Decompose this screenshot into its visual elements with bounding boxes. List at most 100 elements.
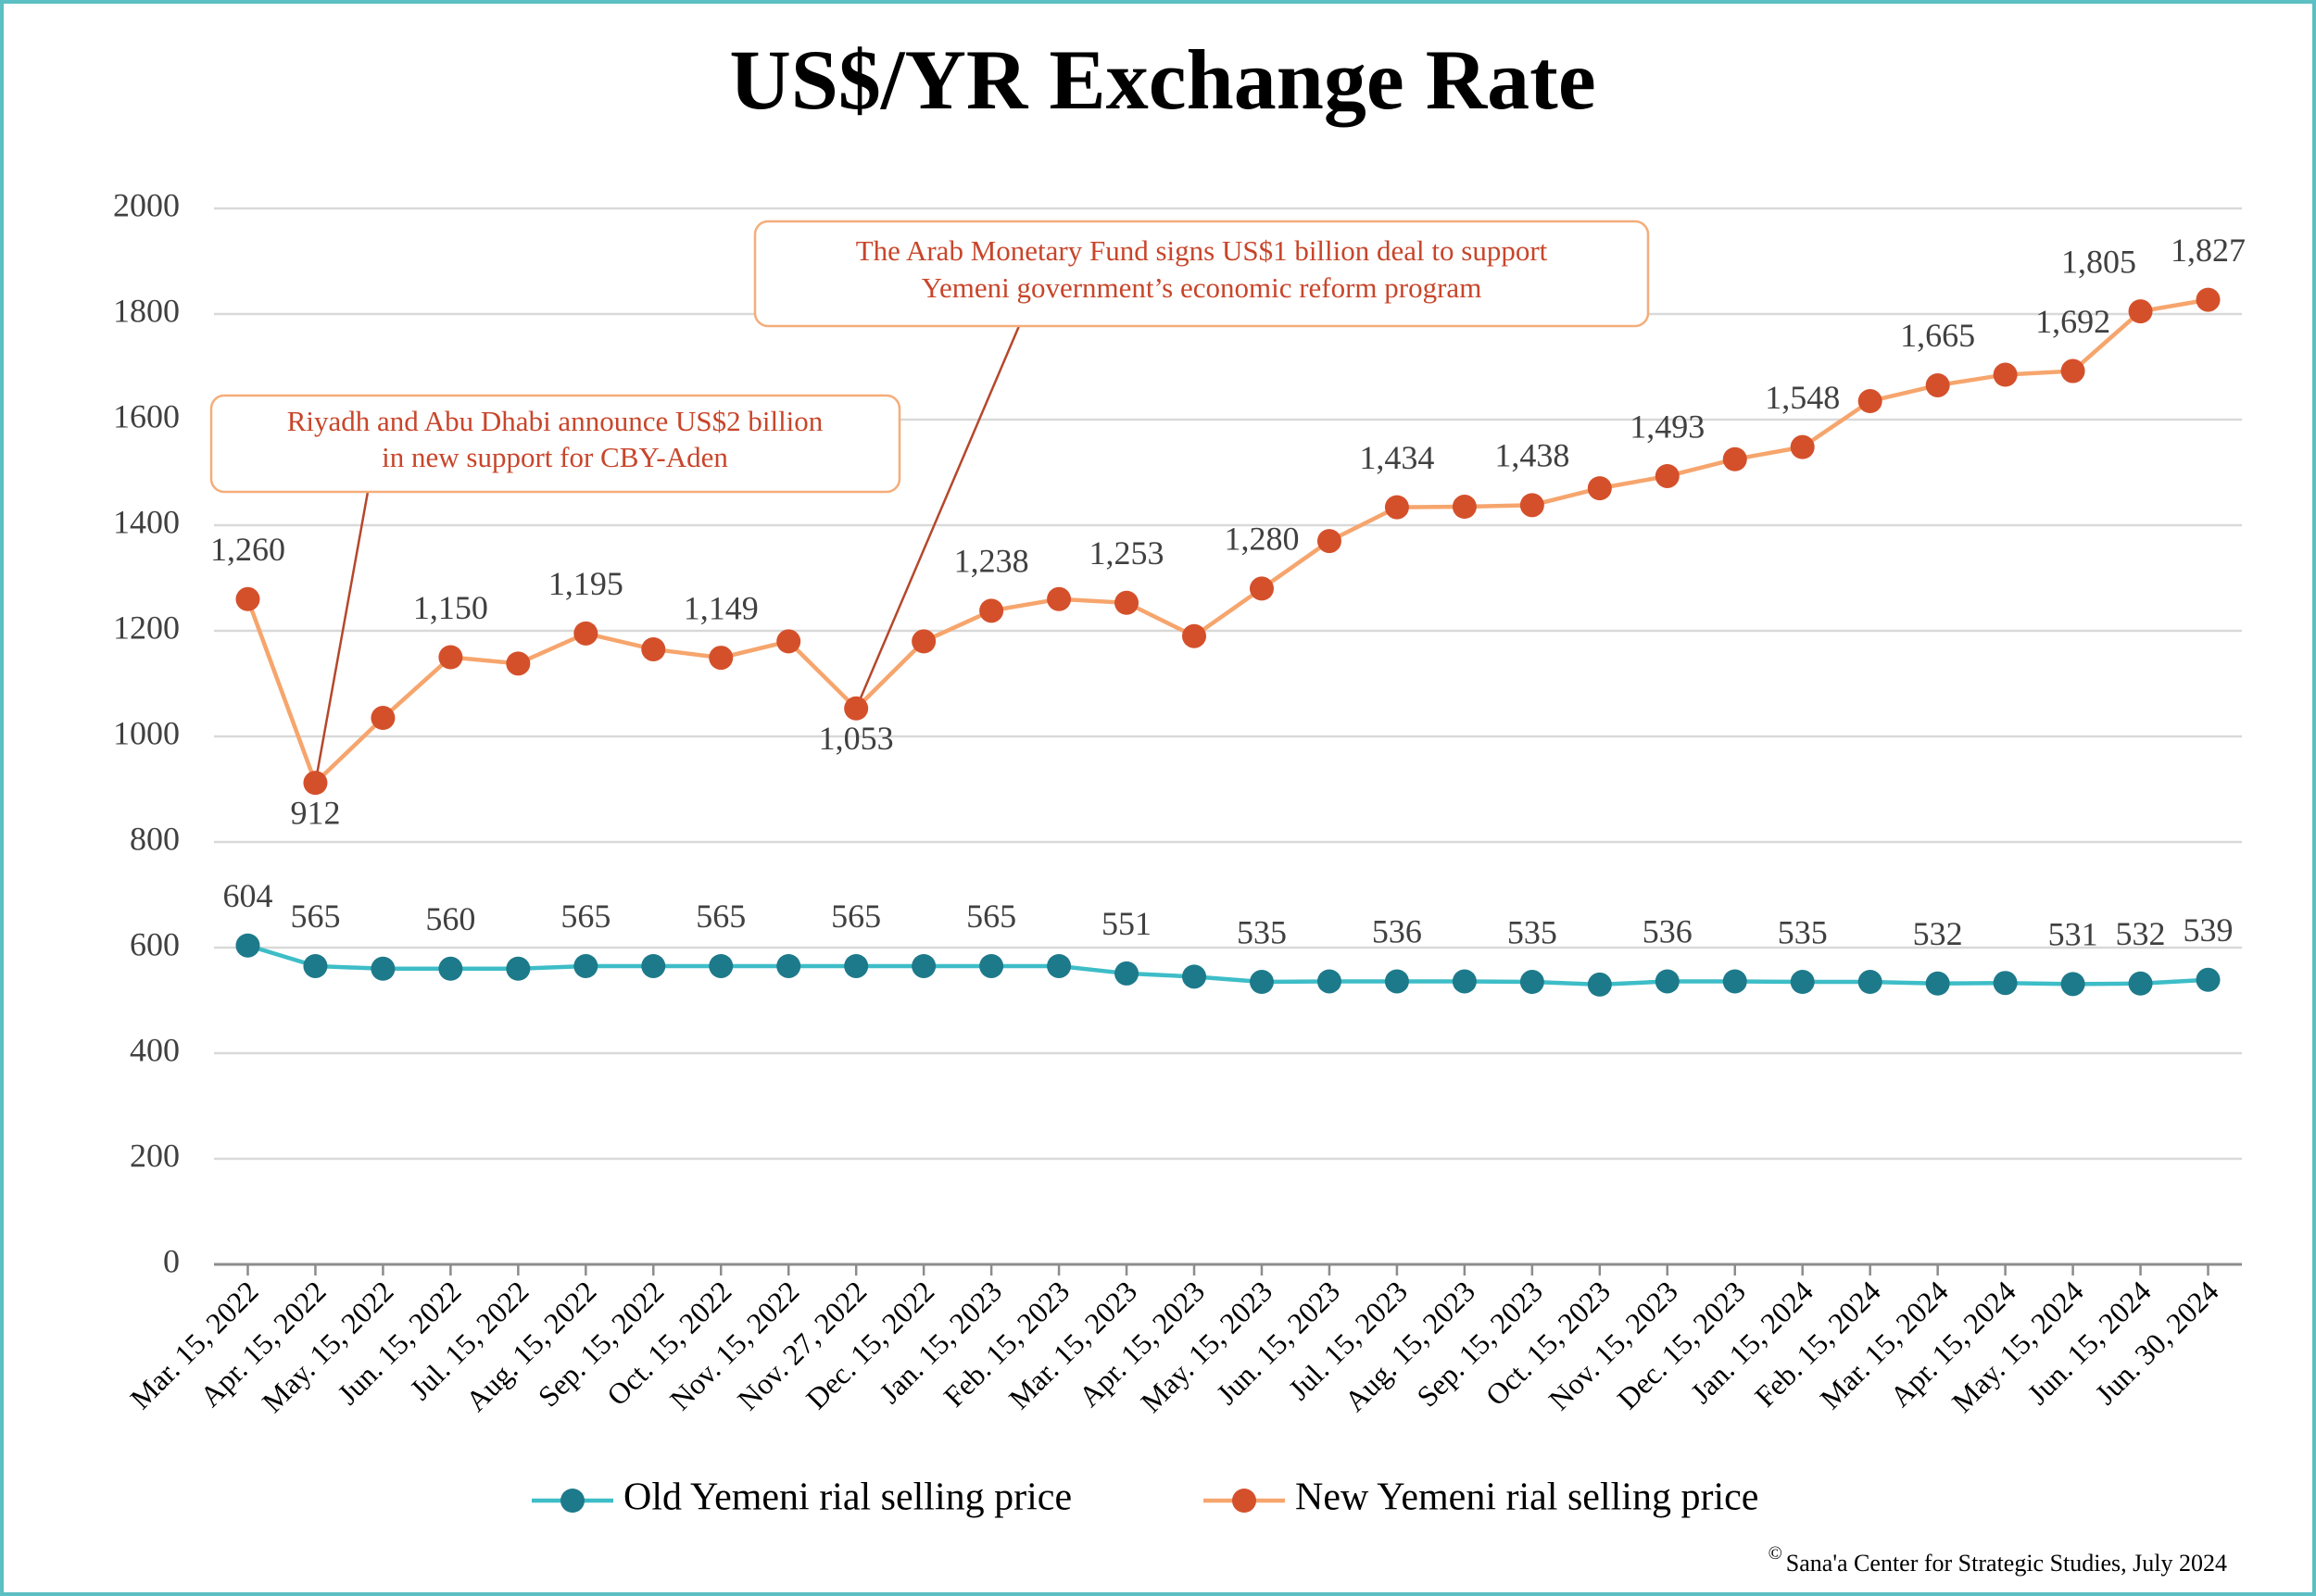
- marker: [1182, 623, 1207, 648]
- marker: [1047, 953, 1072, 978]
- data-label: 1,548: [1765, 379, 1840, 416]
- annotation: Riyadh and Abu Dhabi announce US$2 billi…: [209, 394, 901, 494]
- marker: [235, 933, 260, 958]
- data-label: 535: [1778, 913, 1828, 950]
- marker: [1655, 969, 1680, 994]
- marker: [573, 953, 598, 978]
- marker: [1182, 964, 1207, 989]
- marker: [1857, 970, 1882, 995]
- marker: [1587, 476, 1612, 501]
- data-label: 531: [2048, 916, 2098, 953]
- y-tick-label: 1600: [113, 397, 180, 434]
- legend-label: Old Yemeni rial selling price: [623, 1477, 1072, 1519]
- marker: [912, 629, 937, 654]
- marker: [2196, 967, 2221, 992]
- y-tick-label: 1400: [113, 503, 180, 540]
- marker: [303, 771, 328, 796]
- marker: [1519, 493, 1544, 518]
- marker: [1316, 529, 1341, 554]
- marker: [506, 651, 531, 676]
- annotation: The Arab Monetary Fund signs US$1 billio…: [753, 220, 1650, 328]
- data-label: 536: [1643, 913, 1693, 950]
- marker: [776, 953, 801, 978]
- data-label: 536: [1372, 913, 1422, 950]
- marker: [1047, 586, 1072, 611]
- marker: [1384, 969, 1409, 994]
- source-text: Sana'a Center for Strategic Studies, Jul…: [1786, 1550, 2227, 1577]
- marker: [1993, 971, 2018, 996]
- marker: [912, 953, 937, 978]
- marker: [1452, 969, 1477, 994]
- marker: [438, 956, 463, 981]
- data-label: 532: [2116, 915, 2166, 952]
- marker: [1316, 969, 1341, 994]
- annotation-text: Riyadh and Abu Dhabi announce US$2 billi…: [287, 405, 824, 437]
- data-label: 532: [1913, 915, 1963, 952]
- data-label: 565: [560, 898, 610, 935]
- data-label: 565: [696, 898, 746, 935]
- y-tick-label: 0: [163, 1242, 180, 1279]
- data-label: 604: [222, 877, 272, 914]
- data-label: 1,438: [1494, 437, 1569, 474]
- data-label: 535: [1237, 913, 1287, 950]
- marker: [2196, 287, 2221, 312]
- marker: [2060, 358, 2085, 383]
- y-tick-label: 1200: [113, 609, 180, 646]
- source: © Sana'a Center for Strategic Studies, Ju…: [1768, 1543, 2227, 1577]
- chart-title: US$/YR Exchange Rate: [729, 32, 1595, 127]
- y-tick-label: 800: [130, 820, 180, 857]
- marker: [979, 953, 1004, 978]
- marker: [844, 696, 869, 721]
- marker: [303, 953, 328, 978]
- data-label: 1,253: [1089, 534, 1164, 572]
- data-label: 565: [290, 898, 340, 935]
- data-label: 539: [2184, 911, 2234, 949]
- marker: [371, 956, 396, 981]
- marker: [506, 956, 531, 981]
- marker: [438, 645, 463, 670]
- data-label: 1,149: [684, 589, 759, 626]
- marker: [1114, 961, 1139, 986]
- data-label: 1,827: [2171, 232, 2246, 269]
- data-label: 1,434: [1359, 439, 1434, 476]
- y-tick-label: 600: [130, 925, 180, 962]
- data-label: 1,805: [2061, 243, 2136, 280]
- legend-marker: [1232, 1489, 1256, 1513]
- annotation-box: [209, 394, 901, 494]
- marker: [1722, 446, 1747, 471]
- data-label: 1,053: [819, 720, 894, 757]
- data-label: 551: [1101, 905, 1152, 942]
- data-label: 912: [290, 794, 340, 831]
- y-tick-label: 400: [130, 1031, 180, 1068]
- data-label: 1,665: [1900, 317, 1975, 354]
- marker: [1384, 495, 1409, 520]
- marker: [1722, 969, 1747, 994]
- annotation-text: in new support for CBY-Aden: [382, 441, 728, 473]
- marker: [1655, 463, 1680, 488]
- marker: [235, 586, 260, 611]
- annotation-text: The Arab Monetary Fund signs US$1 billio…: [856, 234, 1548, 267]
- marker: [2060, 972, 2085, 997]
- data-label: 1,280: [1224, 521, 1299, 558]
- marker: [641, 636, 666, 661]
- marker: [1857, 389, 1882, 414]
- marker: [641, 953, 666, 978]
- marker: [573, 621, 598, 646]
- data-label: 1,692: [2035, 303, 2110, 340]
- marker: [709, 953, 734, 978]
- marker: [979, 598, 1004, 623]
- marker: [371, 706, 396, 731]
- marker: [1925, 971, 1950, 996]
- annotation-leader: [855, 325, 1021, 710]
- data-label: 560: [425, 900, 475, 937]
- copyright: ©: [1768, 1543, 1782, 1564]
- y-tick-label: 200: [130, 1137, 180, 1174]
- data-label: 565: [831, 898, 881, 935]
- data-label: 1,195: [548, 565, 623, 602]
- marker: [1790, 970, 1815, 995]
- marker: [2128, 971, 2153, 996]
- annotation-box: [753, 220, 1650, 328]
- data-label: 1,493: [1630, 408, 1705, 445]
- data-label: 1,150: [413, 589, 488, 626]
